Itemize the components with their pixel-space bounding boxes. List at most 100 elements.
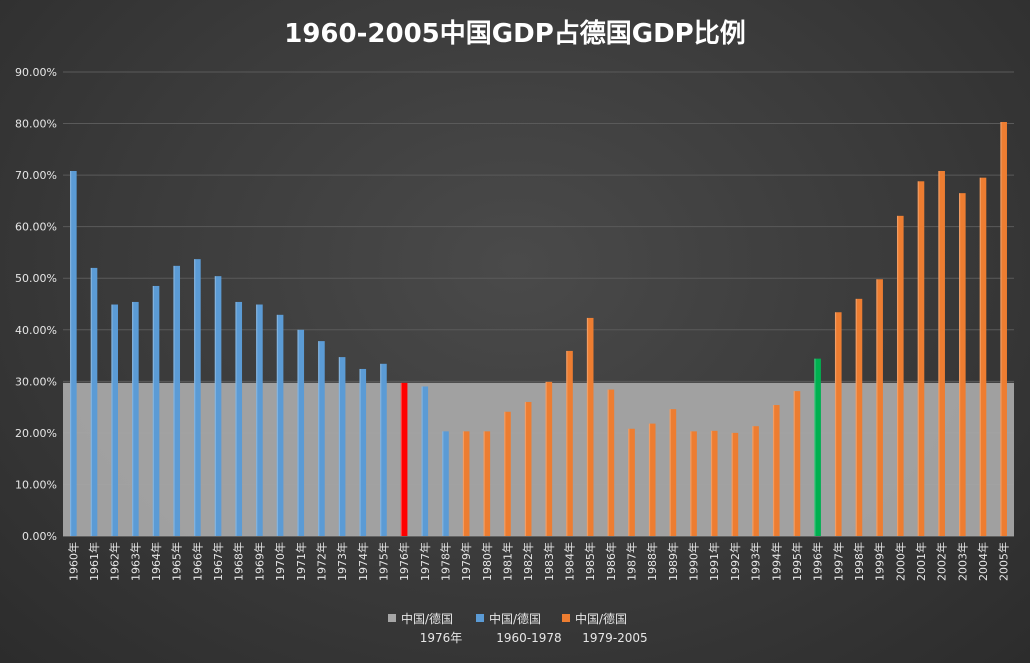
y-tick-label: 70.00% (15, 169, 57, 182)
x-tick-label: 1990年 (687, 542, 701, 581)
reference-area (63, 382, 1014, 536)
x-tick-label: 1966年 (190, 542, 204, 581)
bar-highlight (380, 363, 382, 536)
x-tick-label: 1975年 (376, 542, 390, 581)
x-tick-label: 1980年 (480, 542, 494, 581)
bar (938, 170, 945, 536)
bar-highlight (772, 405, 775, 536)
bar-highlight (70, 170, 72, 536)
bar (70, 170, 77, 536)
bar-highlight (669, 409, 671, 536)
bar (814, 358, 821, 536)
bar-highlight (152, 285, 154, 536)
bar (132, 301, 139, 536)
bar (752, 426, 759, 536)
bar-highlight (938, 170, 940, 536)
bar (731, 432, 739, 536)
legend-label: 中国/德国 (401, 611, 453, 626)
x-tick-label: 1991年 (707, 542, 721, 581)
bar-highlight (132, 301, 134, 536)
bar (834, 312, 842, 536)
x-tick-label: 1961年 (87, 542, 101, 581)
x-tick-label: 1974年 (356, 542, 370, 581)
bar (442, 431, 449, 536)
bar-highlight (586, 317, 589, 536)
bar (979, 177, 987, 536)
bar-highlight (731, 432, 733, 536)
legend-swatch (388, 614, 396, 622)
bar-highlight (111, 304, 113, 536)
bar (380, 363, 387, 536)
bar-highlight (566, 350, 568, 536)
bar (235, 301, 243, 536)
x-tick-label: 1976年 (397, 542, 411, 581)
bar-highlight (318, 341, 320, 536)
bar-highlight (896, 215, 899, 536)
x-tick-label: 1977年 (418, 542, 432, 581)
x-tick-label: 1979年 (459, 542, 473, 581)
bar-highlight (462, 431, 465, 536)
bar-highlight (752, 426, 754, 536)
y-tick-label: 10.00% (15, 478, 57, 491)
bar-highlight (834, 312, 837, 536)
bar-highlight (483, 431, 485, 536)
y-tick-label: 40.00% (15, 324, 57, 337)
bar (318, 341, 325, 536)
bar-highlight (276, 314, 278, 536)
legend-swatch (476, 614, 484, 622)
bar-highlight (628, 428, 630, 536)
bar-highlight (917, 181, 919, 536)
x-tick-label: 1982年 (521, 542, 535, 581)
x-tick-label: 2004年 (976, 542, 990, 581)
bar (421, 386, 429, 536)
bar-highlight (710, 430, 713, 536)
bar (338, 357, 346, 536)
bar-highlight (979, 177, 981, 536)
bar-highlight (338, 357, 340, 536)
legend-swatch (562, 614, 570, 622)
bar-highlight (297, 329, 299, 536)
x-tick-label: 1994年 (769, 542, 783, 581)
bar (690, 431, 697, 536)
x-tick-label: 1995年 (790, 542, 804, 581)
y-tick-label: 80.00% (15, 118, 57, 131)
x-tick-label: 1986年 (604, 542, 618, 581)
bar (297, 329, 305, 536)
bar (669, 409, 677, 536)
bar (194, 259, 201, 536)
bar-highlight (959, 193, 961, 536)
bar (90, 267, 98, 536)
bar-highlight (876, 279, 878, 536)
x-tick-label: 1969年 (252, 542, 266, 581)
bar (566, 350, 573, 536)
bar-highlight (442, 431, 444, 536)
bar-highlight (648, 423, 651, 536)
x-tick-label: 1964年 (149, 542, 163, 581)
bar (648, 423, 656, 536)
bar (359, 368, 367, 536)
bar (524, 401, 532, 536)
bar (1000, 122, 1007, 537)
bar (400, 382, 408, 536)
x-tick-label: 1968年 (232, 542, 246, 581)
bar-highlight (855, 298, 857, 536)
x-tick-label: 2002年 (935, 542, 949, 581)
legend-label: 中国/德国 (575, 611, 627, 626)
x-tick-label: 2005年 (997, 542, 1011, 581)
x-tick-label: 1972年 (314, 542, 328, 581)
bar-highlight (1000, 122, 1002, 537)
bar-highlight (400, 382, 403, 536)
x-axis-ticks: 1960年 1961年 1962年 1963年 1964年 1965年 1966年 1967年… (66, 542, 1010, 581)
x-tick-label: 1973年 (335, 542, 349, 581)
x-tick-label: 2003年 (955, 542, 969, 581)
bar-highlight (194, 259, 196, 536)
bar (545, 381, 553, 536)
x-tick-label: 1983年 (542, 542, 556, 581)
x-tick-label: 1984年 (563, 542, 577, 581)
legend-label: 中国/德国 (489, 611, 541, 626)
bar (276, 314, 284, 536)
bar (111, 304, 118, 536)
y-tick-label: 50.00% (15, 272, 57, 285)
y-tick-label: 0.00% (22, 530, 57, 543)
